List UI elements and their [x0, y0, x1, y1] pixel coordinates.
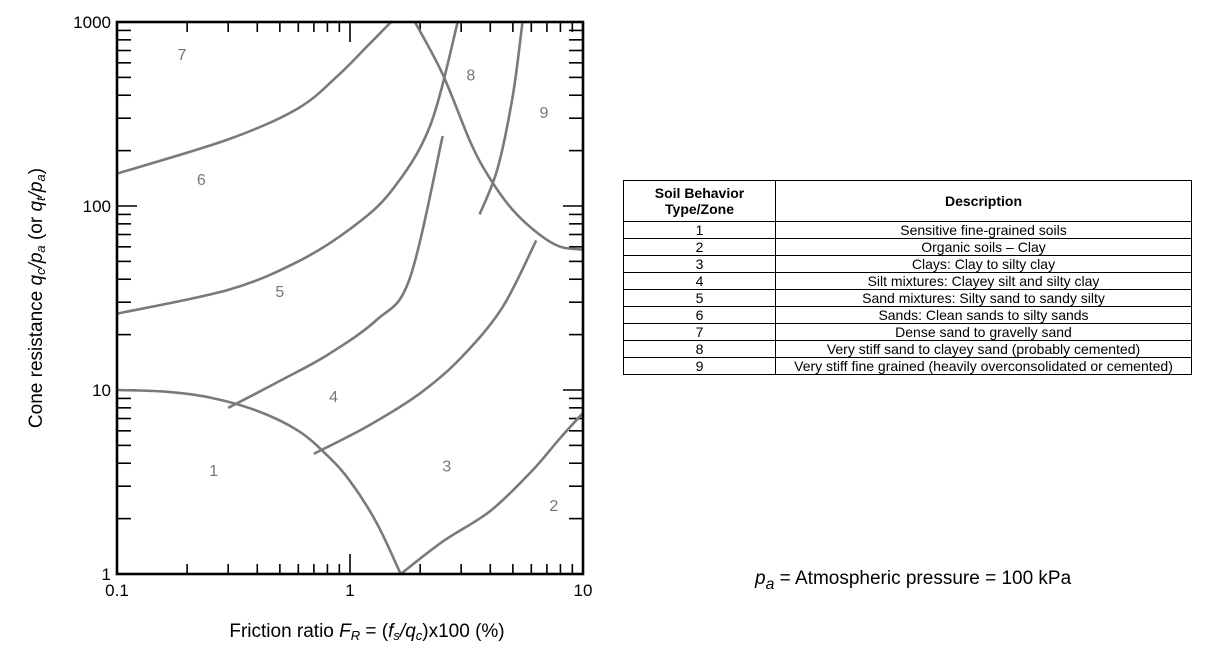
axis-title-part: ) — [26, 168, 47, 174]
table-body: 1 Sensitive fine-grained soils 2 Organic so… — [623, 221, 1192, 375]
y-tick-label: 100 — [83, 197, 111, 216]
axis-title-part: a — [33, 245, 48, 252]
zone-label-5: 5 — [275, 284, 284, 301]
description-cell: Silt mixtures: Clayey silt and silty cla… — [775, 272, 1192, 290]
boundary-zone9 — [478, 21, 524, 215]
boundary-zone6-8 — [413, 21, 584, 251]
boundary-zone5-6 — [116, 21, 459, 315]
zone-cell: 9 — [623, 357, 776, 375]
axis-title-part: Cone resistance — [26, 286, 47, 429]
zone-labels: 1 2 3 4 5 6 7 8 9 — [177, 47, 558, 515]
y-tick-label: 10 — [92, 381, 111, 400]
axis-title-part: (or — [26, 212, 47, 246]
description-cell: Sands: Clean sands to silty sands — [775, 306, 1192, 324]
zone-cell: 3 — [623, 255, 776, 273]
axis-title-part: q — [405, 621, 416, 642]
table-row: 1 Sensitive fine-grained soils — [623, 221, 1192, 239]
axis-title-part: / — [26, 190, 47, 199]
axis-title-part: f — [388, 621, 395, 642]
axis-title-part: q — [26, 201, 47, 212]
header-zone: Soil Behavior Type/Zone — [623, 180, 776, 222]
note-subscript: a — [765, 575, 775, 593]
axis-title-part: q — [26, 275, 47, 286]
boundary-zone1 — [116, 388, 402, 575]
zone-label-2: 2 — [549, 498, 558, 515]
zone-cell: 4 — [623, 272, 776, 290]
note-symbol: p — [755, 568, 766, 589]
table-row: 3 Clays: Clay to silty clay — [623, 255, 1192, 273]
zone-label-7: 7 — [177, 47, 186, 64]
zone-label-9: 9 — [540, 105, 549, 122]
description-cell: Sensitive fine-grained soils — [775, 221, 1192, 239]
description-cell: Very stiff fine grained (heavily overcon… — [775, 357, 1192, 375]
axis-title-part: / — [398, 621, 407, 642]
soil-behavior-table: Soil Behavior Type/Zone Description 1 Sen… — [623, 180, 1192, 375]
axis-title-part: / — [26, 261, 47, 270]
y-tick-label: 1000 — [73, 13, 111, 32]
zone-cell: 2 — [623, 238, 776, 256]
zone-label-6: 6 — [197, 172, 206, 189]
table-row: 9 Very stiff fine grained (heavily overco… — [623, 357, 1192, 375]
y-tick-label: 1 — [102, 565, 111, 584]
axis-title-part: Friction ratio — [229, 621, 339, 642]
axis-title-part: a — [33, 174, 48, 181]
atmospheric-pressure-note: pa = Atmospheric pressure = 100 kPa — [755, 568, 1071, 594]
table-row: 8 Very stiff sand to clayey sand (probabl… — [623, 340, 1192, 358]
table-header-row: Soil Behavior Type/Zone Description — [623, 180, 1192, 222]
zone-label-4: 4 — [329, 389, 338, 406]
x-tick-label: 1 — [345, 581, 354, 600]
axis-title-part: F — [339, 621, 352, 642]
table-row: 2 Organic soils – Clay — [623, 238, 1192, 256]
axis-title-part: c — [416, 628, 423, 643]
zone-boundaries — [116, 21, 584, 576]
axis-title-part: )x100 (%) — [422, 621, 504, 642]
zone-cell: 7 — [623, 323, 776, 341]
zone-cell: 1 — [623, 221, 776, 239]
axis-title-part: = ( — [360, 621, 389, 642]
description-cell: Organic soils – Clay — [775, 238, 1192, 256]
zone-cell: 8 — [623, 340, 776, 358]
axis-title-part: p — [26, 181, 47, 193]
axis-title-part: s — [393, 628, 400, 643]
description-cell: Dense sand to gravelly sand — [775, 323, 1192, 341]
description-cell: Sand mixtures: Silty sand to sandy silty — [775, 289, 1192, 307]
axis-title-part: t — [33, 196, 48, 201]
zone-cell: 5 — [623, 289, 776, 307]
axis-title-part: c — [33, 268, 48, 275]
description-cell: Clays: Clay to silty clay — [775, 255, 1192, 273]
description-cell: Very stiff sand to clayey sand (probably… — [775, 340, 1192, 358]
note-text: = Atmospheric pressure = 100 kPa — [774, 568, 1072, 589]
boundary-zone2-3 — [399, 412, 584, 576]
x-axis-title: Friction ratio FR = (fs/qc)x100 (%) — [229, 621, 504, 643]
zone-cell: 6 — [623, 306, 776, 324]
table-row: 6 Sands: Clean sands to silty sands — [623, 306, 1192, 324]
table-row: 7 Dense sand to gravelly sand — [623, 323, 1192, 341]
y-axis-title: Cone resistance qc/pa (or qt/pa) — [26, 168, 48, 428]
zone-label-3: 3 — [442, 459, 451, 476]
boundary-zone4-5 — [227, 135, 444, 409]
table-row: 4 Silt mixtures: Clayey silt and silty cl… — [623, 272, 1192, 290]
zone-label-1: 1 — [209, 463, 218, 480]
axis-title-part: p — [26, 253, 47, 265]
header-description: Description — [775, 180, 1192, 222]
boundary-zone6-7 — [116, 21, 392, 175]
table-row: 5 Sand mixtures: Silty sand to sandy silt… — [623, 289, 1192, 307]
x-tick-label: 10 — [574, 581, 593, 600]
plot-frame — [115, 20, 585, 576]
x-tick-label: 0.1 — [105, 581, 129, 600]
axis-title-part: R — [351, 628, 360, 643]
zone-label-8: 8 — [466, 68, 475, 85]
boundary-zone3-4 — [313, 239, 538, 455]
